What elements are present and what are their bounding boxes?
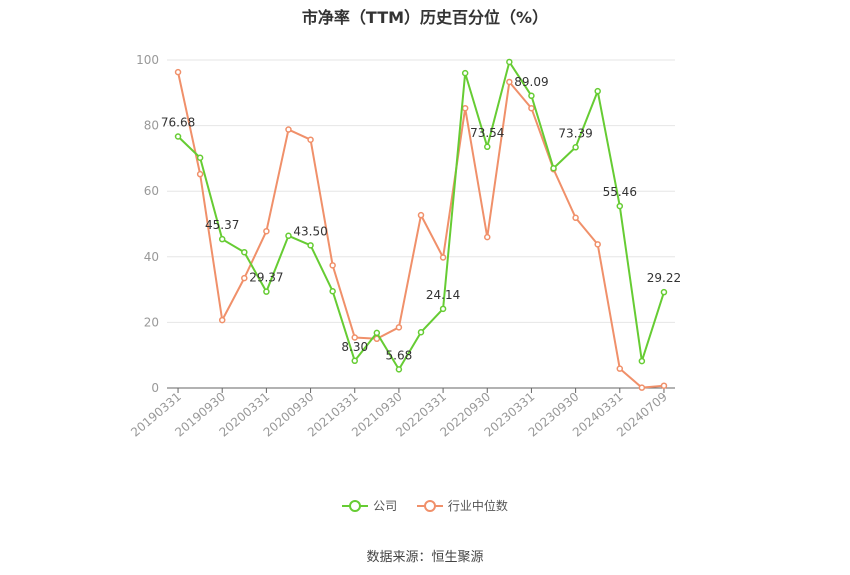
- data-point-industry: [572, 214, 579, 222]
- data-point-industry: [329, 262, 336, 269]
- data-point-company: [263, 288, 270, 295]
- data-point-company: [373, 329, 381, 337]
- data-label: 73.39: [558, 126, 592, 140]
- data-point-industry: [461, 104, 469, 112]
- legend: 公司 行业中位数: [0, 497, 850, 516]
- y-tick-label: 20: [144, 315, 159, 329]
- line-circle-icon: [342, 499, 369, 513]
- y-tick-label: 0: [151, 381, 159, 395]
- data-point-industry: [484, 233, 491, 241]
- chart-title: 市净率（TTM）历史百分位（%）: [301, 8, 549, 27]
- data-point-company: [196, 154, 204, 161]
- data-point-industry: [660, 382, 668, 389]
- data-label: 8.30: [341, 340, 368, 354]
- data-point-company: [484, 143, 491, 151]
- data-point-company: [285, 232, 292, 240]
- data-point-company: [329, 287, 336, 295]
- legend-label-company: 公司: [373, 499, 398, 513]
- series-layer: [174, 58, 668, 391]
- data-label: 29.37: [249, 271, 283, 285]
- data-point-industry: [241, 274, 248, 282]
- data-point-company: [550, 164, 557, 172]
- data-label: 89.09: [514, 75, 548, 89]
- y-tick-label: 80: [144, 119, 159, 133]
- data-point-industry: [439, 254, 447, 261]
- data-label-layer: 76.68 45.37 29.37 43.50 8.30 5.68 24.14 73.54 89…: [161, 75, 681, 363]
- data-point-industry: [196, 170, 204, 178]
- legend-item-industry[interactable]: 行业中位数: [416, 497, 508, 514]
- data-label: 5.68: [386, 348, 413, 362]
- data-point-company: [351, 357, 358, 365]
- data-label: 55.46: [603, 185, 637, 199]
- data-label: 73.54: [470, 126, 504, 140]
- data-point-company: [638, 357, 646, 365]
- y-tick-label: 60: [144, 184, 159, 198]
- data-point-industry: [307, 136, 314, 143]
- data-point-industry: [351, 334, 358, 341]
- data-point-company: [572, 144, 579, 151]
- data-point-company: [461, 69, 469, 77]
- data-point-company: [439, 305, 447, 313]
- data-point-company: [241, 248, 248, 256]
- data-point-company: [395, 366, 403, 373]
- legend-label-industry: 行业中位数: [447, 499, 508, 513]
- data-label: 45.37: [205, 218, 239, 232]
- legend-item-company[interactable]: 公司: [342, 497, 397, 514]
- data-point-industry: [417, 211, 425, 219]
- data-point-industry: [174, 68, 182, 76]
- data-point-industry: [506, 78, 513, 86]
- data-point-company: [174, 133, 182, 140]
- data-point-company: [218, 235, 226, 243]
- data-point-industry: [218, 316, 226, 324]
- source-note: 数据来源：恒生聚源: [366, 550, 484, 565]
- data-point-company: [307, 242, 314, 249]
- data-point-company: [660, 288, 668, 296]
- data-point-industry: [616, 365, 624, 372]
- y-tick-label: 100: [136, 53, 159, 67]
- y-tick-label: 40: [144, 250, 159, 264]
- data-point-industry: [638, 384, 646, 391]
- data-point-company: [616, 202, 624, 210]
- data-point-company: [506, 58, 513, 66]
- data-point-industry: [594, 241, 601, 248]
- data-point-company: [528, 92, 535, 100]
- data-label: 24.14: [426, 288, 460, 302]
- data-point-company: [417, 328, 425, 336]
- data-point-company: [594, 87, 601, 95]
- grid-layer: [167, 59, 675, 323]
- series-line-industry: [177, 71, 665, 389]
- data-label: 29.22: [647, 271, 681, 285]
- data-point-industry: [285, 126, 292, 133]
- line-circle-icon: [416, 499, 443, 513]
- data-label: 43.50: [293, 224, 327, 238]
- data-point-industry: [263, 227, 270, 235]
- data-point-industry: [395, 324, 403, 331]
- data-point-industry: [528, 104, 535, 112]
- data-label: 76.68: [161, 115, 195, 129]
